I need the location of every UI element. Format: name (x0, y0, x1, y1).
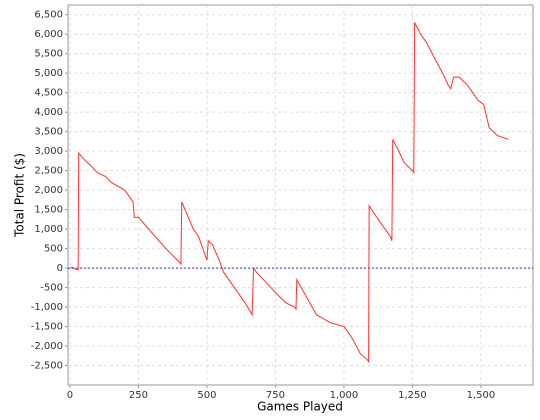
x-tick-label: 1,000 (330, 390, 359, 401)
y-tick-label: -2,500 (31, 361, 63, 372)
y-tick-label: 500 (44, 244, 63, 255)
plot-area (67, 4, 534, 386)
y-tick-label: -1,000 (31, 302, 63, 313)
y-tick-label: -1,500 (31, 322, 63, 333)
y-tick-label: 2,000 (34, 185, 63, 196)
x-tick-label: 1,250 (398, 390, 427, 401)
y-tick-label: 0 (57, 263, 63, 274)
y-tick-label: 1,000 (34, 224, 63, 235)
y-tick-label: 5,500 (34, 49, 63, 60)
y-tick-label: 5,000 (34, 68, 63, 79)
x-axis-title: Games Played (257, 400, 343, 414)
x-tick-label: 500 (197, 390, 216, 401)
profit-line (69, 22, 509, 364)
y-tick-label: 6,000 (34, 29, 63, 40)
x-tick-label: 0 (67, 390, 73, 401)
y-tick-label: -500 (40, 283, 63, 294)
y-tick-label: 2,500 (34, 166, 63, 177)
y-tick-label: 1,500 (34, 205, 63, 216)
y-tick-label: 3,000 (34, 146, 63, 157)
y-tick-label: 6,500 (34, 10, 63, 21)
x-tick-label: 750 (266, 390, 285, 401)
y-tick-label: 4,000 (34, 107, 63, 118)
y-tick-label: -2,000 (31, 341, 63, 352)
y-tick-label: 3,500 (34, 127, 63, 138)
x-tick-label: 1,500 (467, 390, 496, 401)
y-tick-label: 4,500 (34, 88, 63, 99)
y-axis-title: Total Profit ($) (13, 153, 27, 238)
x-tick-label: 250 (129, 390, 148, 401)
